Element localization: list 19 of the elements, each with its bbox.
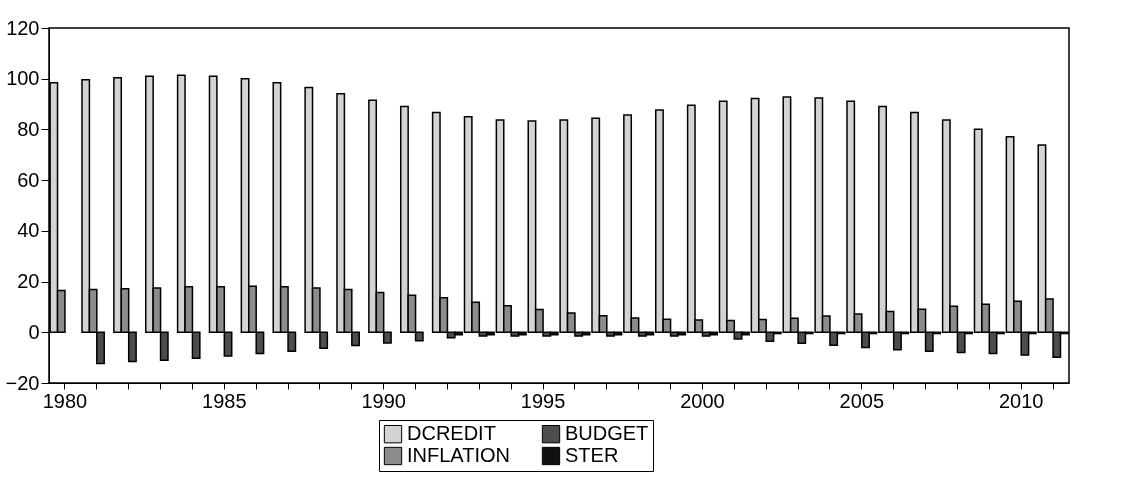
y-tick-label: 20 xyxy=(17,270,40,293)
y-tick-label: 0 xyxy=(28,320,40,343)
x-tick-label: 1990 xyxy=(361,389,406,412)
legend-label: STER xyxy=(565,444,619,466)
y-tick-label: 40 xyxy=(17,219,40,242)
legend-label: BUDGET xyxy=(565,422,649,445)
y-tick-label: 80 xyxy=(17,117,40,140)
x-tick-label: 2000 xyxy=(680,389,725,412)
x-tick-label: 1980 xyxy=(42,389,88,412)
y-tick-label: 60 xyxy=(17,168,40,191)
y-tick-label: 120 xyxy=(6,16,40,39)
x-tick-label: 2010 xyxy=(998,389,1044,412)
legend-label: INFLATION xyxy=(407,444,510,466)
x-tick-label: 1985 xyxy=(202,389,247,412)
x-tick-label: 1995 xyxy=(520,389,566,412)
x-tick-label: 2005 xyxy=(839,389,885,412)
y-tick-label: −20 xyxy=(5,371,40,394)
y-tick-label: 100 xyxy=(6,67,40,90)
legend-label: DCREDIT xyxy=(407,422,496,445)
